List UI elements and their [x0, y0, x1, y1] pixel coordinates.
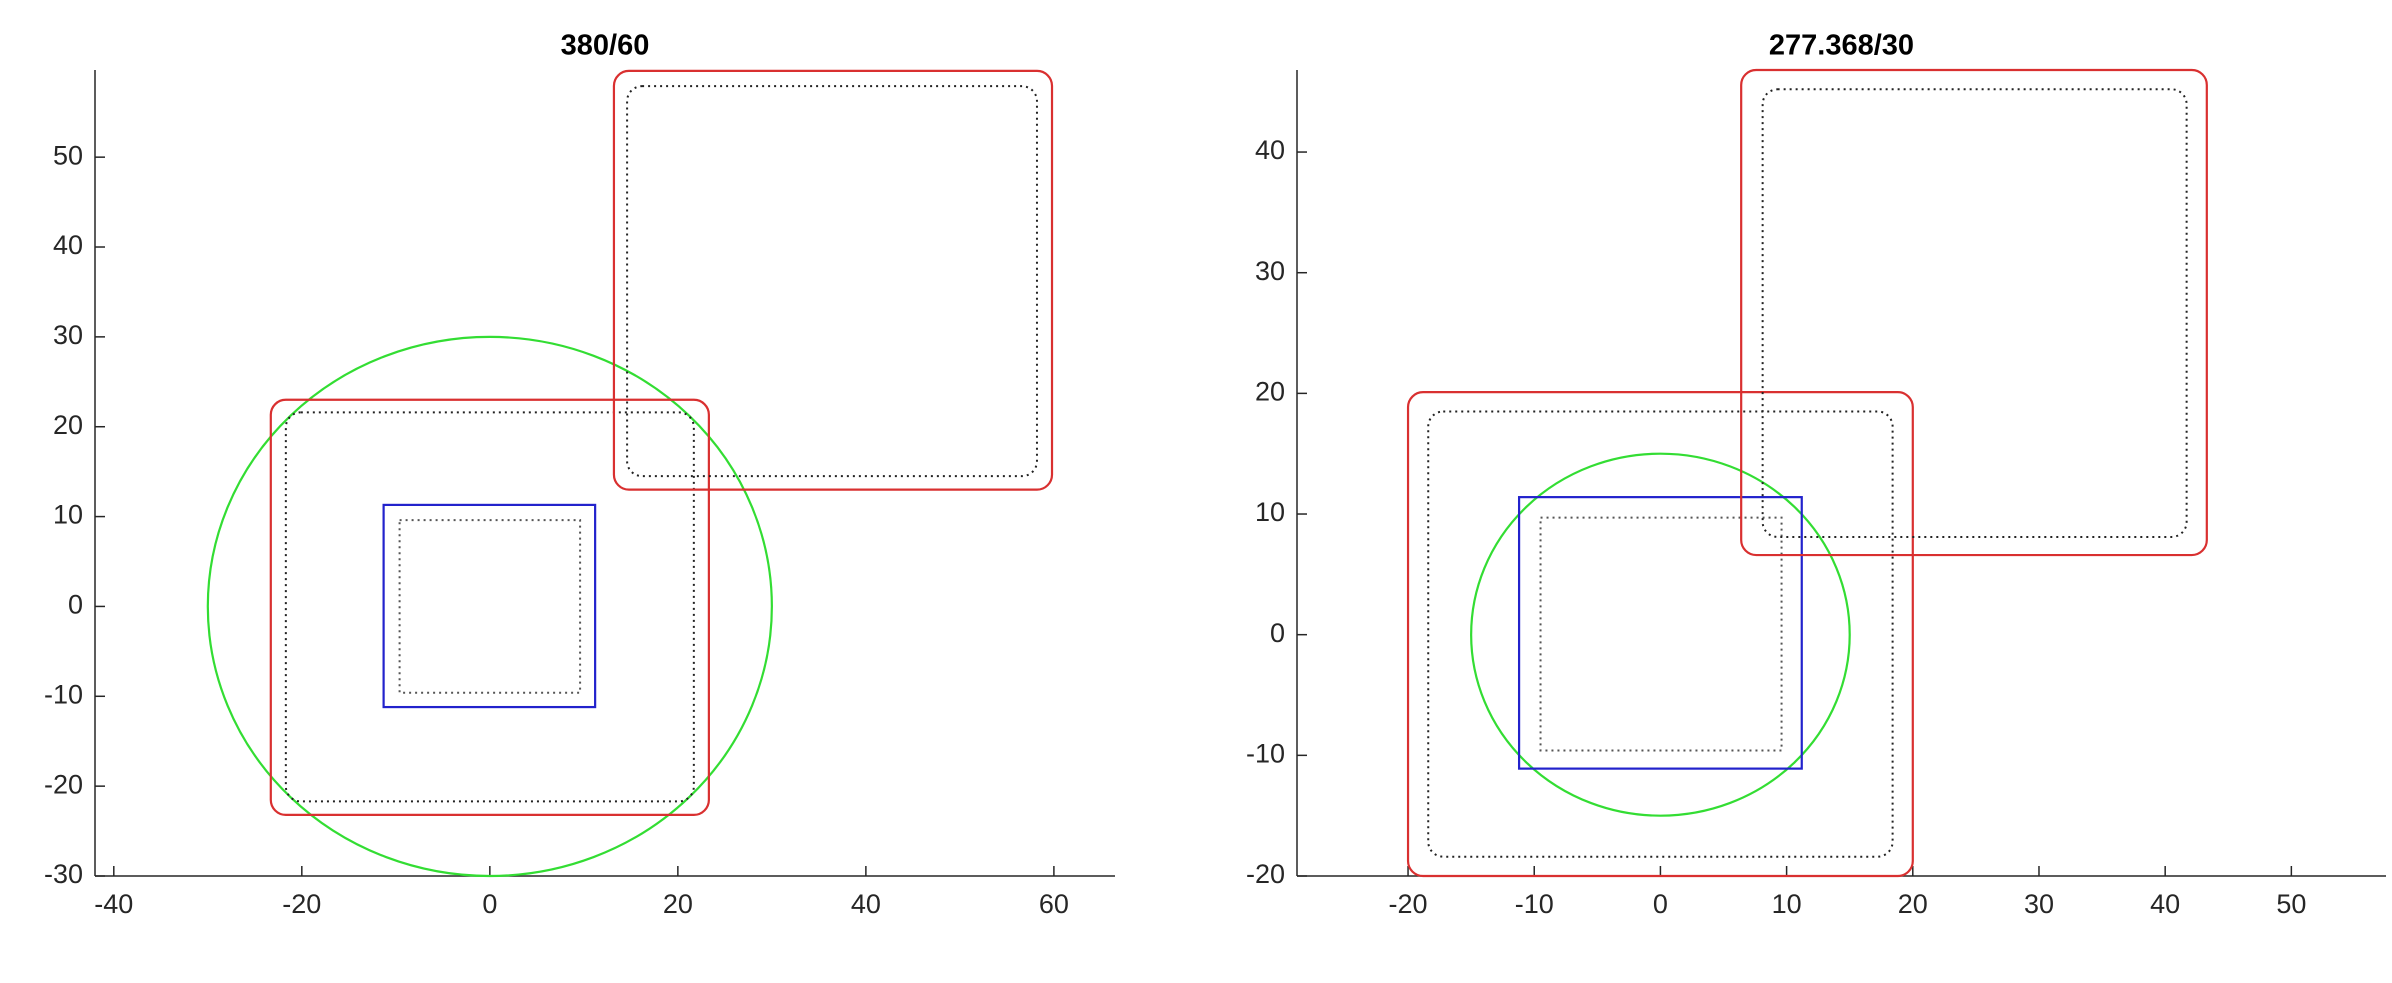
y-tick-label: -30	[44, 859, 83, 889]
x-tick-label: -20	[282, 889, 321, 919]
x-tick-label: 30	[2024, 889, 2054, 919]
y-tick-label: 20	[1255, 376, 1285, 406]
x-tick-label: -20	[1389, 889, 1428, 919]
square	[398, 519, 582, 694]
y-tick-label: 30	[53, 320, 83, 350]
x-tick-label: 0	[1653, 889, 1668, 919]
square	[1740, 68, 2208, 557]
y-tick-label: 10	[1255, 497, 1285, 527]
y-tick-label: 0	[68, 590, 83, 620]
x-tick-label: 20	[663, 889, 693, 919]
square	[1761, 88, 2188, 538]
square	[612, 69, 1054, 491]
x-tick-label: 40	[851, 889, 881, 919]
x-tick-label: 0	[482, 889, 497, 919]
y-tick-label: -20	[1246, 859, 1285, 889]
square	[626, 85, 1038, 478]
x-tick-label: -40	[94, 889, 133, 919]
subplot: 277.368/30 -20 -10 0 10 20 30 40 50 -20 -10 0 10 20 30…	[1246, 30, 2386, 919]
y-tick-label: -10	[44, 679, 83, 709]
square	[269, 398, 710, 816]
chart-title: 277.368/30	[1769, 30, 1914, 62]
square	[1539, 516, 1783, 752]
y-tick-label: -20	[44, 769, 83, 799]
x-tick-label: 20	[1898, 889, 1928, 919]
x-tick-label: 10	[1772, 889, 1802, 919]
subplot: 380/60 -40 -20 0 20 40 60 -30 -20 -10 0 10 20 30 40 50	[44, 30, 1115, 919]
y-tick-label: 0	[1270, 618, 1285, 648]
square	[382, 503, 597, 709]
chart-title: 380/60	[561, 30, 650, 62]
circle	[206, 335, 773, 878]
x-tick-label: 60	[1039, 889, 1069, 919]
square	[1427, 410, 1894, 858]
x-tick-label: 50	[2276, 889, 2306, 919]
y-tick-label: 30	[1255, 256, 1285, 286]
square	[1406, 391, 1914, 878]
square	[1517, 496, 1803, 770]
y-tick-label: 20	[53, 410, 83, 440]
y-tick-label: 40	[53, 230, 83, 260]
x-tick-label: -10	[1515, 889, 1554, 919]
y-tick-label: -10	[1246, 738, 1285, 768]
y-tick-label: 10	[53, 500, 83, 530]
x-tick-label: 40	[2150, 889, 2180, 919]
square	[284, 411, 695, 803]
circle	[1470, 452, 1851, 817]
y-tick-label: 50	[53, 140, 83, 170]
y-tick-label: 40	[1255, 135, 1285, 165]
